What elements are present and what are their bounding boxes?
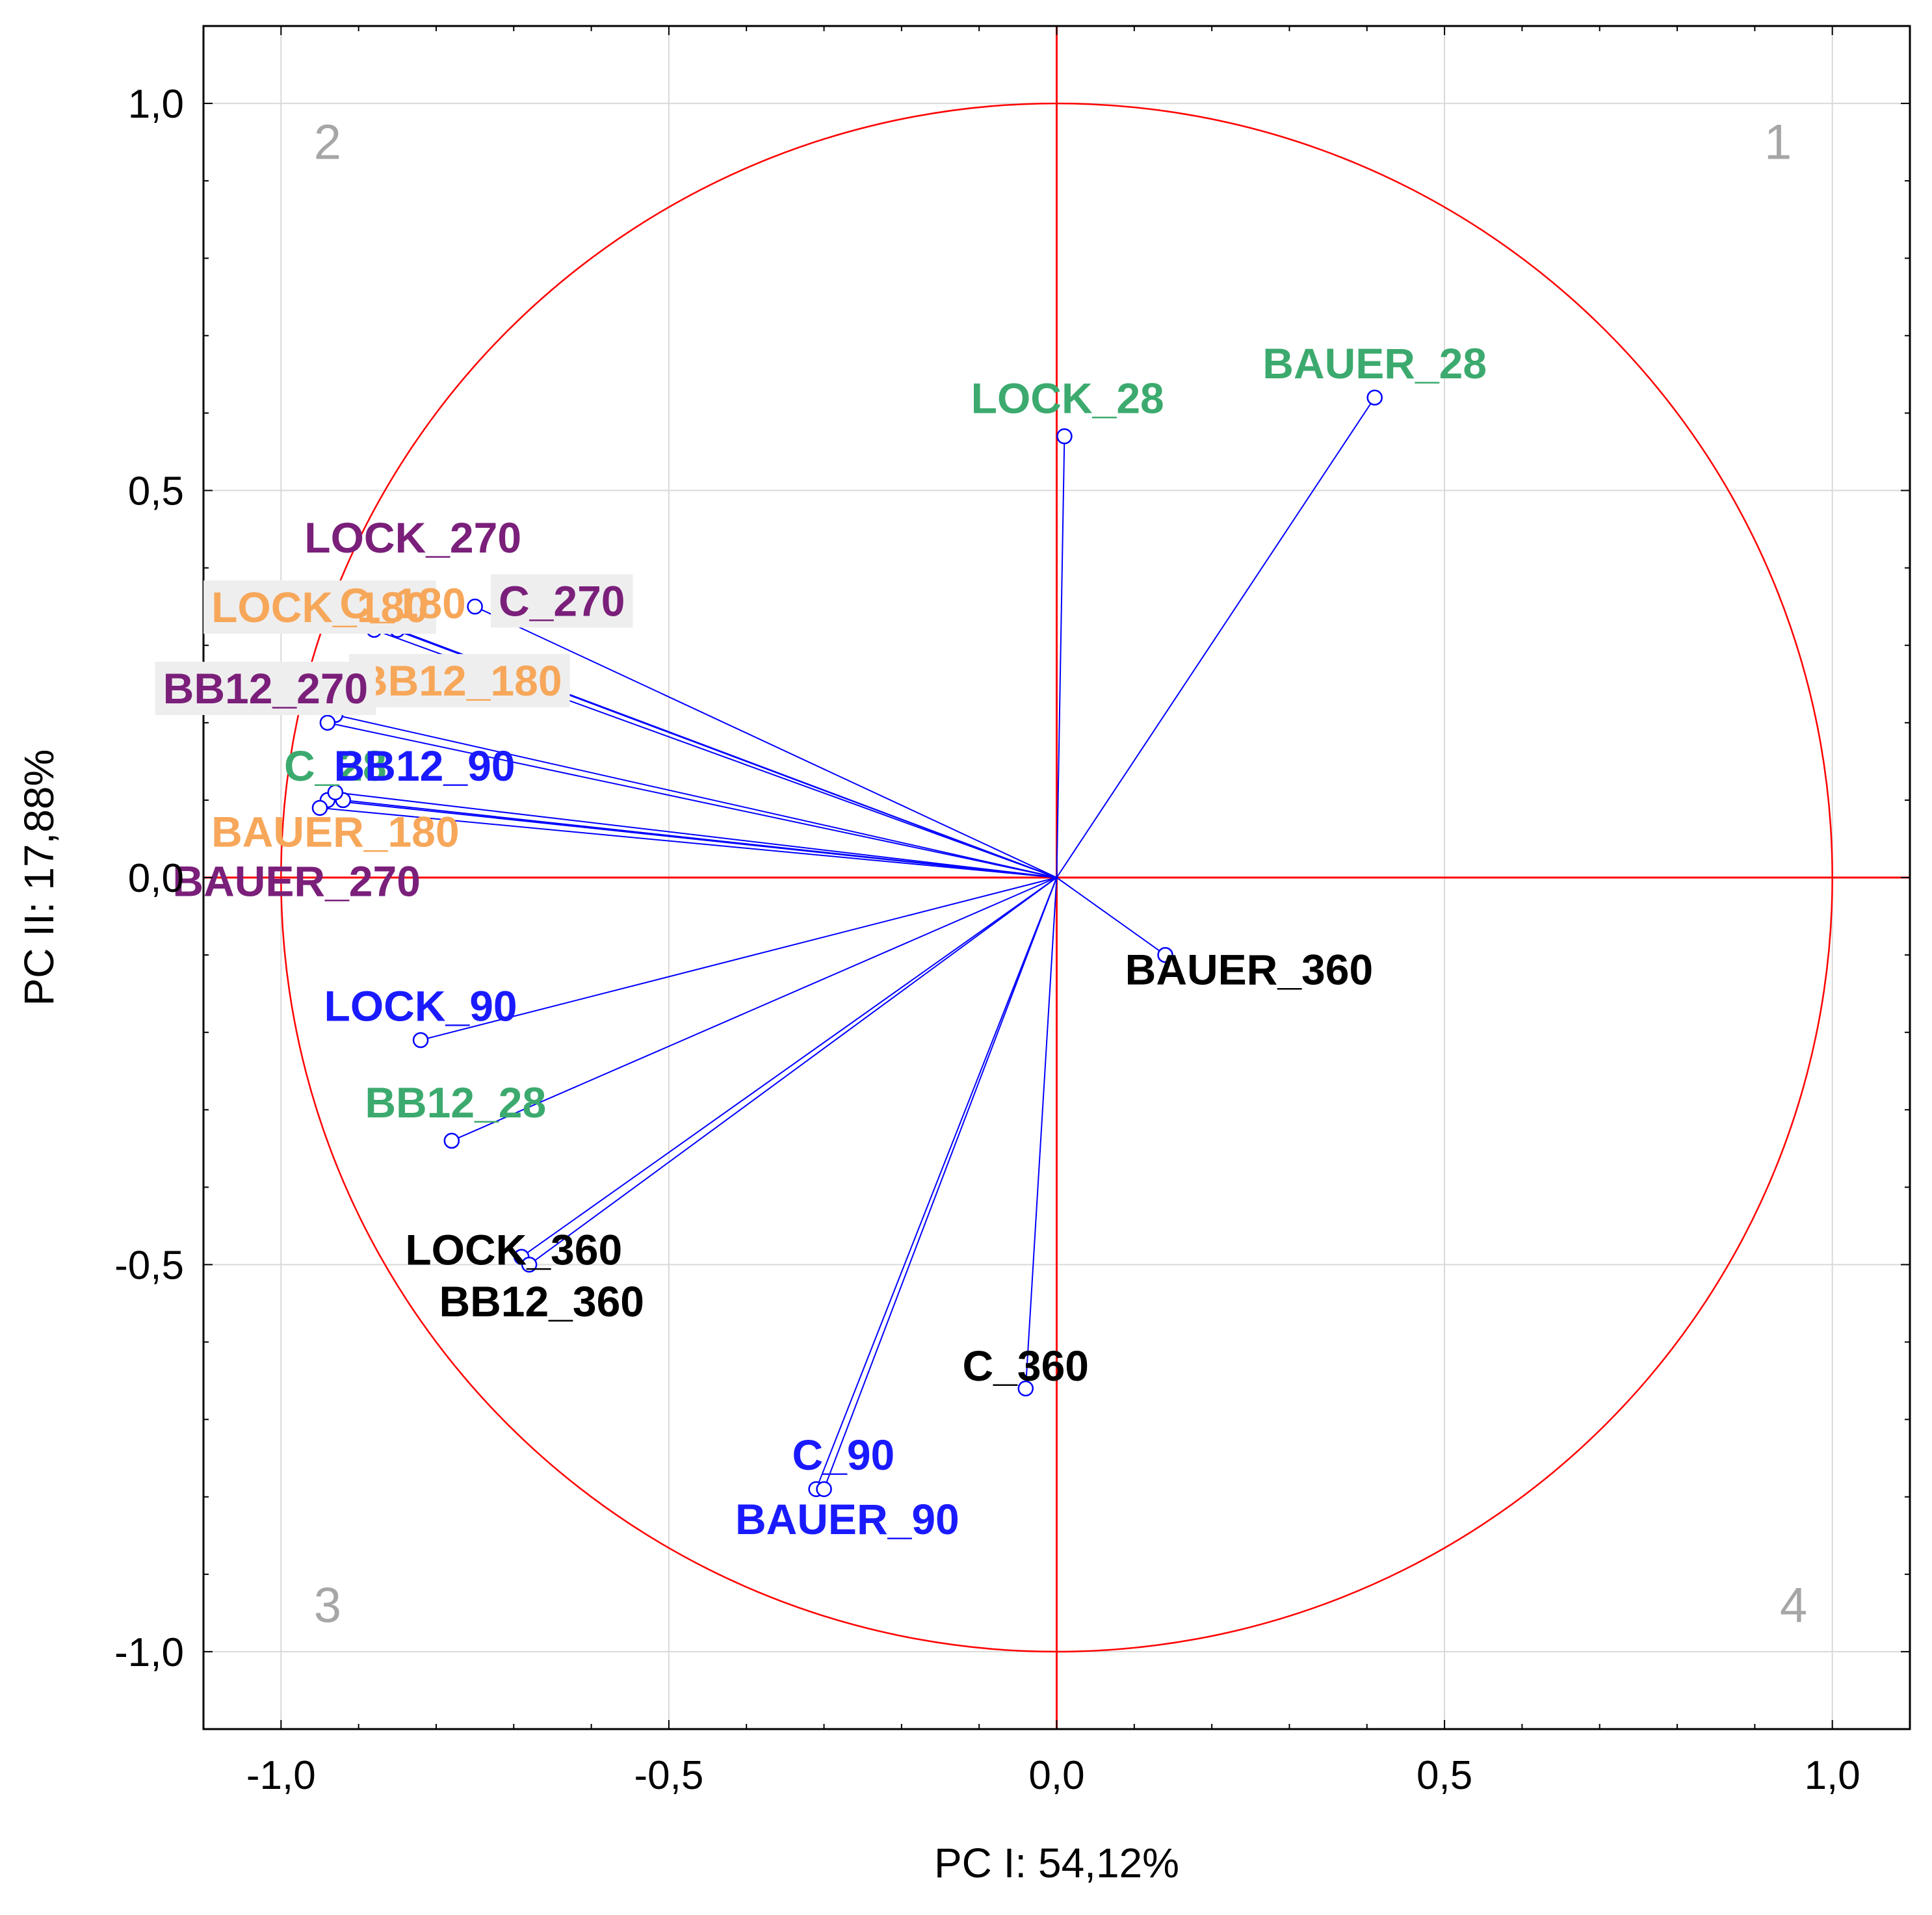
point-label-c-90: C_90 (792, 1431, 894, 1479)
loading-vector-bb12-28 (451, 877, 1057, 1141)
y-tick-label: -1,0 (114, 1630, 184, 1675)
loading-point-lock-90 (412, 1032, 429, 1049)
point-label-box-c-270 (491, 574, 633, 628)
x-tick-label: 0,5 (1416, 1753, 1472, 1798)
loading-point-bb12-270 (319, 714, 336, 731)
point-label-lock-360: LOCK_360 (405, 1225, 622, 1273)
loading-vector-bb12-270 (327, 722, 1057, 878)
point-label-box-lock-180 (203, 580, 436, 634)
quadrant-label-4: 4 (1780, 1578, 1807, 1633)
x-tick-label: 0,0 (1028, 1753, 1084, 1798)
loading-vector-c-270 (475, 606, 1057, 878)
point-label-lock-90: LOCK_90 (324, 982, 517, 1030)
point-label-lock-180: LOCK_180 (211, 583, 428, 631)
loading-point-bauer-28 (1366, 389, 1383, 406)
point-label-lock-28: LOCK_28 (971, 374, 1164, 422)
loading-point-bauer-360 (1157, 946, 1173, 963)
point-label-bb12-270: BB12_270 (163, 664, 369, 712)
loading-vector-bb12-90 (343, 799, 1057, 878)
y-tick-label: 1,0 (128, 82, 184, 127)
loading-vector-bauer-90 (823, 877, 1058, 1490)
label-layer: LOCK_28 BAUER_28 C_28 BB12_28 BB12_90 LOCK_90… (155, 339, 1487, 1543)
point-label-bauer-270: BAUER_270 (172, 857, 421, 905)
point-label-bb12-28: BB12_28 (365, 1078, 546, 1127)
vector-layer (319, 397, 1376, 1490)
point-label-box-bb12-270 (155, 662, 376, 716)
point-label-bauer-360: BAUER_360 (1125, 945, 1374, 993)
point-label-box-bb12-180 (348, 654, 570, 708)
loading-vector-c-90 (815, 877, 1058, 1490)
loading-vector-lock-90 (420, 877, 1057, 1041)
loading-vector-lock-28 (1056, 436, 1065, 878)
loading-point-bb12-360 (521, 1257, 538, 1273)
loading-vector-bb12-360 (529, 877, 1058, 1266)
loading-point-lock-28 (1056, 428, 1073, 445)
x-tick-label: 1,0 (1805, 1753, 1860, 1798)
tick-layer: -1,0 -0,5 0,0 0,5 1,0 -1,0 -0,5 0,0 0,5 1,0 (114, 26, 1910, 1798)
loading-vector-bb12-180 (335, 714, 1057, 878)
point-label-c-180: C_180 (339, 579, 466, 627)
point-label-c-360: C_360 (963, 1342, 1090, 1390)
loading-vector-bauer-28 (1056, 397, 1376, 878)
x-tick-label: -1,0 (246, 1753, 316, 1798)
point-label-c-28: C_28 (284, 742, 387, 790)
y-axis-title: PC II: 17,88% (16, 749, 62, 1006)
loading-vector-bauer-270 (335, 792, 1057, 878)
loading-point-c-360 (1017, 1380, 1034, 1397)
y-tick-label: 0,5 (128, 469, 184, 514)
loading-vector-bauer-360 (1056, 877, 1166, 956)
point-label-c-270: C_270 (499, 577, 625, 625)
loading-vector-bauer-180 (319, 807, 1057, 878)
y-tick-label: -0,5 (114, 1243, 184, 1288)
point-label-bb12-180: BB12_180 (357, 657, 562, 705)
point-label-lock-270: LOCK_270 (304, 514, 521, 562)
point-label-bb12-90: BB12_90 (334, 742, 516, 790)
point-label-bb12-360: BB12_360 (439, 1277, 644, 1325)
quadrant-label-2: 2 (314, 115, 341, 170)
loading-point-bb12-28 (443, 1132, 460, 1149)
point-label-bauer-90: BAUER_90 (735, 1495, 959, 1543)
loading-vector-lock-360 (521, 877, 1058, 1258)
quadrant-label-1: 1 (1764, 115, 1792, 170)
x-axis-title: PC I: 54,12% (934, 1840, 1179, 1886)
loading-point-c-270 (467, 598, 483, 615)
y-tick-label: 0,0 (128, 856, 184, 901)
point-label-bauer-28: BAUER_28 (1262, 339, 1487, 387)
point-label-bauer-180: BAUER_180 (211, 807, 460, 855)
loading-point-bauer-90 (816, 1481, 832, 1498)
x-tick-label: -0,5 (634, 1753, 703, 1798)
quadrant-label-3: 3 (314, 1578, 341, 1633)
loading-point-bauer-270 (327, 784, 344, 801)
loading-point-bauer-180 (311, 800, 328, 816)
loading-vector-c-360 (1025, 877, 1058, 1389)
